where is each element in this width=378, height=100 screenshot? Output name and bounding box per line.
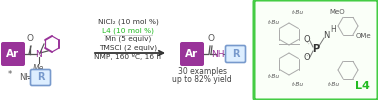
Text: NiCl₂ (10 mol %): NiCl₂ (10 mol %) [98, 19, 158, 25]
Text: NH₂: NH₂ [19, 74, 35, 82]
Text: MeO: MeO [329, 9, 345, 15]
FancyBboxPatch shape [31, 70, 51, 86]
Text: 30 examples: 30 examples [178, 68, 226, 76]
Text: t-Bu: t-Bu [292, 10, 304, 16]
Text: R: R [37, 72, 44, 82]
Text: up to 82% yield: up to 82% yield [172, 74, 232, 84]
Text: t-Bu: t-Bu [328, 82, 340, 88]
Text: N: N [323, 32, 329, 40]
FancyBboxPatch shape [254, 0, 378, 100]
FancyBboxPatch shape [226, 46, 245, 62]
Text: L4: L4 [355, 81, 370, 91]
Text: Ar: Ar [186, 49, 198, 59]
Text: P: P [313, 44, 319, 54]
Text: Mn (5 equiv): Mn (5 equiv) [105, 36, 151, 42]
Text: OMe: OMe [355, 33, 371, 39]
Text: t-Bu: t-Bu [268, 74, 280, 78]
Text: NH: NH [211, 50, 225, 59]
Text: t-Bu: t-Bu [292, 82, 304, 88]
Text: O: O [304, 54, 310, 62]
Text: TMSCl (2 equiv): TMSCl (2 equiv) [99, 44, 157, 51]
FancyBboxPatch shape [1, 42, 25, 66]
FancyBboxPatch shape [180, 42, 204, 66]
Text: O: O [26, 34, 34, 43]
Text: L4 (10 mol %): L4 (10 mol %) [102, 27, 154, 34]
Text: O: O [208, 34, 214, 43]
Text: O: O [304, 36, 310, 44]
Text: R: R [232, 49, 239, 59]
Text: *: * [8, 70, 12, 78]
Text: t-Bu: t-Bu [268, 20, 280, 24]
Text: H: H [330, 26, 336, 34]
Text: NMP, 160 ºC, 16 h: NMP, 160 ºC, 16 h [94, 52, 161, 59]
Text: Ar: Ar [6, 49, 20, 59]
Text: Me: Me [33, 64, 44, 73]
Text: N: N [35, 50, 42, 59]
